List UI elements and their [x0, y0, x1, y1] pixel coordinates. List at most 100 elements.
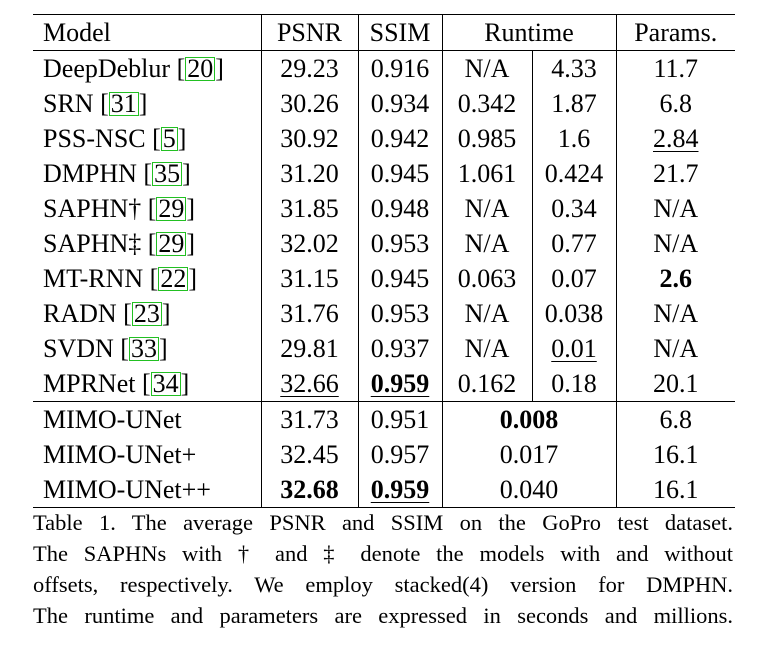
- runtime-a-cell: N/A: [441, 191, 532, 226]
- citation-link[interactable]: 33: [128, 333, 159, 363]
- runtime-b-cell: 0.18: [531, 366, 616, 402]
- ssim-cell: 0.957: [357, 437, 442, 472]
- psnr-cell: 32.66: [260, 366, 358, 402]
- runtime-a-cell: N/A: [441, 331, 532, 366]
- runtime-a-cell: 0.162: [441, 366, 532, 402]
- psnr-cell-best: 32.68: [260, 472, 358, 508]
- model-name-cell: SAPHN† [29]: [43, 193, 196, 223]
- table-row: PSS-NSC [5] 30.92 0.942 0.985 1.6 2.84: [33, 121, 735, 156]
- params-cell: 16.1: [615, 472, 735, 508]
- header-params: Params.: [615, 14, 735, 51]
- params-cell: 20.1: [615, 366, 735, 402]
- citation-link[interactable]: 29: [156, 228, 187, 258]
- ssim-cell: 0.945: [357, 261, 442, 296]
- ssim-cell: 0.945: [357, 156, 442, 191]
- table-row: MIMO-UNet++ 32.68 0.959 0.040 16.1: [33, 472, 735, 508]
- runtime-b-cell: 1.6: [531, 121, 616, 156]
- runtime-cell: 0.040: [441, 472, 616, 508]
- citation-link[interactable]: 20: [185, 53, 216, 83]
- ssim-cell: 0.934: [357, 86, 442, 121]
- model-name-cell: MIMO-UNet++: [33, 472, 261, 508]
- model-name-cell: MPRNet [34]: [43, 368, 190, 398]
- params-cell: 6.8: [615, 401, 735, 437]
- runtime-a-cell: 0.985: [441, 121, 532, 156]
- table-row: SAPHN‡ [29] 32.02 0.953 N/A 0.77 N/A: [33, 226, 735, 261]
- results-table-container: Model PSNR SSIM Runtime Params. DeepDebl…: [33, 14, 735, 508]
- table-row: RADN [23] 31.76 0.953 N/A 0.038 N/A: [33, 296, 735, 331]
- params-cell: 21.7: [615, 156, 735, 191]
- model-name-cell: DeepDeblur [20]: [43, 53, 224, 83]
- citation-link[interactable]: 22: [158, 263, 189, 293]
- ssim-cell: 0.953: [357, 296, 442, 331]
- ssim-cell: 0.959: [357, 472, 442, 508]
- runtime-a-cell: 0.063: [441, 261, 532, 296]
- params-cell: 6.8: [615, 86, 735, 121]
- psnr-cell: 30.92: [260, 121, 358, 156]
- model-name-cell: MIMO-UNet+: [43, 439, 197, 469]
- psnr-cell: 30.26: [260, 86, 358, 121]
- runtime-b-cell: 1.87: [531, 86, 616, 121]
- model-name-cell: DMPHN [35]: [43, 158, 191, 188]
- citation-link[interactable]: 29: [156, 193, 187, 223]
- runtime-b-cell: 0.01: [531, 331, 616, 366]
- runtime-a-cell: 1.061: [441, 156, 532, 191]
- params-cell: 2.84: [615, 121, 735, 156]
- psnr-cell: 29.23: [260, 50, 358, 86]
- params-cell: N/A: [615, 226, 735, 261]
- psnr-cell: 31.73: [260, 401, 358, 437]
- psnr-cell: 31.20: [260, 156, 358, 191]
- psnr-cell: 32.02: [260, 226, 358, 261]
- params-cell: N/A: [615, 331, 735, 366]
- ssim-cell: 0.948: [357, 191, 442, 226]
- model-name-cell: SAPHN‡ [29]: [43, 228, 196, 258]
- ssim-cell: 0.937: [357, 331, 442, 366]
- params-cell-best: 2.6: [615, 261, 735, 296]
- runtime-b-cell: 0.424: [531, 156, 616, 191]
- header-runtime: Runtime: [441, 14, 616, 51]
- model-name-cell: MT-RNN [22]: [43, 263, 198, 293]
- runtime-a-cell: 0.342: [441, 86, 532, 121]
- model-name-cell: MIMO-UNet: [33, 401, 261, 437]
- table-row: MPRNet [34] 32.66 0.959 0.162 0.18 20.1: [33, 366, 735, 402]
- citation-link[interactable]: 23: [131, 298, 162, 328]
- runtime-cell: 0.017: [441, 437, 616, 472]
- runtime-b-cell: 0.34: [531, 191, 616, 226]
- runtime-b-cell: 0.038: [531, 296, 616, 331]
- ssim-cell: 0.959: [357, 366, 442, 402]
- runtime-a-cell: N/A: [441, 50, 532, 86]
- psnr-cell: 31.15: [260, 261, 358, 296]
- table-row: SAPHN† [29] 31.85 0.948 N/A 0.34 N/A: [33, 191, 735, 226]
- ssim-cell: 0.951: [357, 401, 442, 437]
- psnr-value-underlined: 32.66: [280, 368, 339, 398]
- ssim-value-best: 0.959: [370, 368, 430, 398]
- citation-link[interactable]: 35: [152, 158, 183, 188]
- params-value-underlined: 2.84: [653, 123, 699, 153]
- caption-line: The runtime and parameters are expressed…: [33, 603, 733, 628]
- ssim-value-best: 0.959: [370, 474, 430, 504]
- psnr-cell: 32.45: [260, 437, 358, 472]
- ssim-cell: 0.942: [357, 121, 442, 156]
- runtime-cell-best: 0.008: [441, 401, 616, 437]
- params-cell: 16.1: [615, 437, 735, 472]
- ssim-cell: 0.916: [357, 50, 442, 86]
- table-row: SRN [31] 30.26 0.934 0.342 1.87 6.8: [33, 86, 735, 121]
- model-name-cell: PSS-NSC [5]: [43, 123, 187, 153]
- model-name-cell: SRN [31]: [43, 88, 148, 118]
- citation-link[interactable]: 31: [108, 88, 139, 118]
- results-table: Model PSNR SSIM Runtime Params. DeepDebl…: [33, 14, 735, 508]
- psnr-cell: 31.85: [260, 191, 358, 226]
- table-row: SVDN [33] 29.81 0.937 N/A 0.01 N/A: [33, 331, 735, 366]
- citation-link[interactable]: 34: [150, 368, 181, 398]
- table-row: DeepDeblur [20] 29.23 0.916 N/A 4.33 11.…: [33, 50, 735, 86]
- runtime-b-cell: 4.33: [531, 50, 616, 86]
- table-row: MIMO-UNet 31.73 0.951 0.008 6.8: [33, 401, 735, 437]
- params-cell: 11.7: [615, 50, 735, 86]
- table-caption: Table 1. The average PSNR and SSIM on th…: [33, 507, 733, 631]
- runtime-b-cell: 0.07: [531, 261, 616, 296]
- caption-line: offsets, respectively. We employ stacked…: [33, 572, 733, 597]
- citation-link[interactable]: 5: [160, 123, 178, 153]
- runtime-a-cell: N/A: [441, 296, 532, 331]
- table-row: MIMO-UNet+ 32.45 0.957 0.017 16.1: [33, 437, 735, 472]
- psnr-cell: 29.81: [260, 331, 358, 366]
- psnr-cell: 31.76: [260, 296, 358, 331]
